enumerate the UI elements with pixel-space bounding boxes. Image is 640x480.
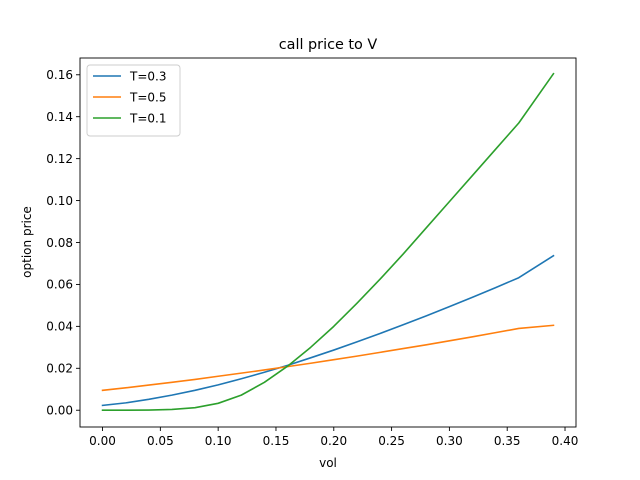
y-tick-label: 0.16 — [46, 68, 73, 82]
y-tick-label: 0.02 — [46, 362, 73, 376]
series-layer — [101, 72, 555, 412]
legend: T=0.3 T=0.5 T=0.1 — [86, 64, 181, 137]
x-tick-label: 0.10 — [205, 434, 232, 448]
x-axis-label: vol — [319, 456, 337, 470]
y-axis: 0.00 0.02 0.04 0.06 0.08 0.10 0.12 0.14 0.16 — [46, 68, 80, 418]
series-line-0 — [101, 254, 555, 407]
y-tick-label: 0.10 — [46, 194, 73, 208]
x-tick-label: 0.40 — [552, 434, 579, 448]
x-tick-label: 0.30 — [436, 434, 463, 448]
y-tick-label: 0.00 — [46, 404, 73, 418]
y-tick-label: 0.12 — [46, 152, 73, 166]
legend-label-0: T=0.3 — [129, 69, 166, 83]
y-tick-label: 0.08 — [46, 236, 73, 250]
x-tick-label: 0.15 — [263, 434, 290, 448]
legend-label-2: T=0.1 — [129, 111, 166, 125]
x-tick-label: 0.00 — [89, 434, 116, 448]
y-tick-label: 0.04 — [46, 320, 73, 334]
y-tick-label: 0.14 — [46, 110, 73, 124]
legend-label-1: T=0.5 — [129, 90, 166, 104]
chart-title: call price to V — [279, 37, 378, 53]
series-line-2 — [101, 72, 555, 412]
x-tick-label: 0.25 — [378, 434, 405, 448]
series-line-1 — [101, 324, 555, 392]
x-tick-label: 0.05 — [147, 434, 174, 448]
x-tick-label: 0.35 — [494, 434, 521, 448]
y-tick-label: 0.06 — [46, 278, 73, 292]
x-tick-label: 0.20 — [320, 434, 347, 448]
x-axis: 0.00 0.05 0.10 0.15 0.20 0.25 0.30 0.35 0.40 — [89, 427, 578, 448]
y-axis-label: option price — [20, 206, 34, 278]
